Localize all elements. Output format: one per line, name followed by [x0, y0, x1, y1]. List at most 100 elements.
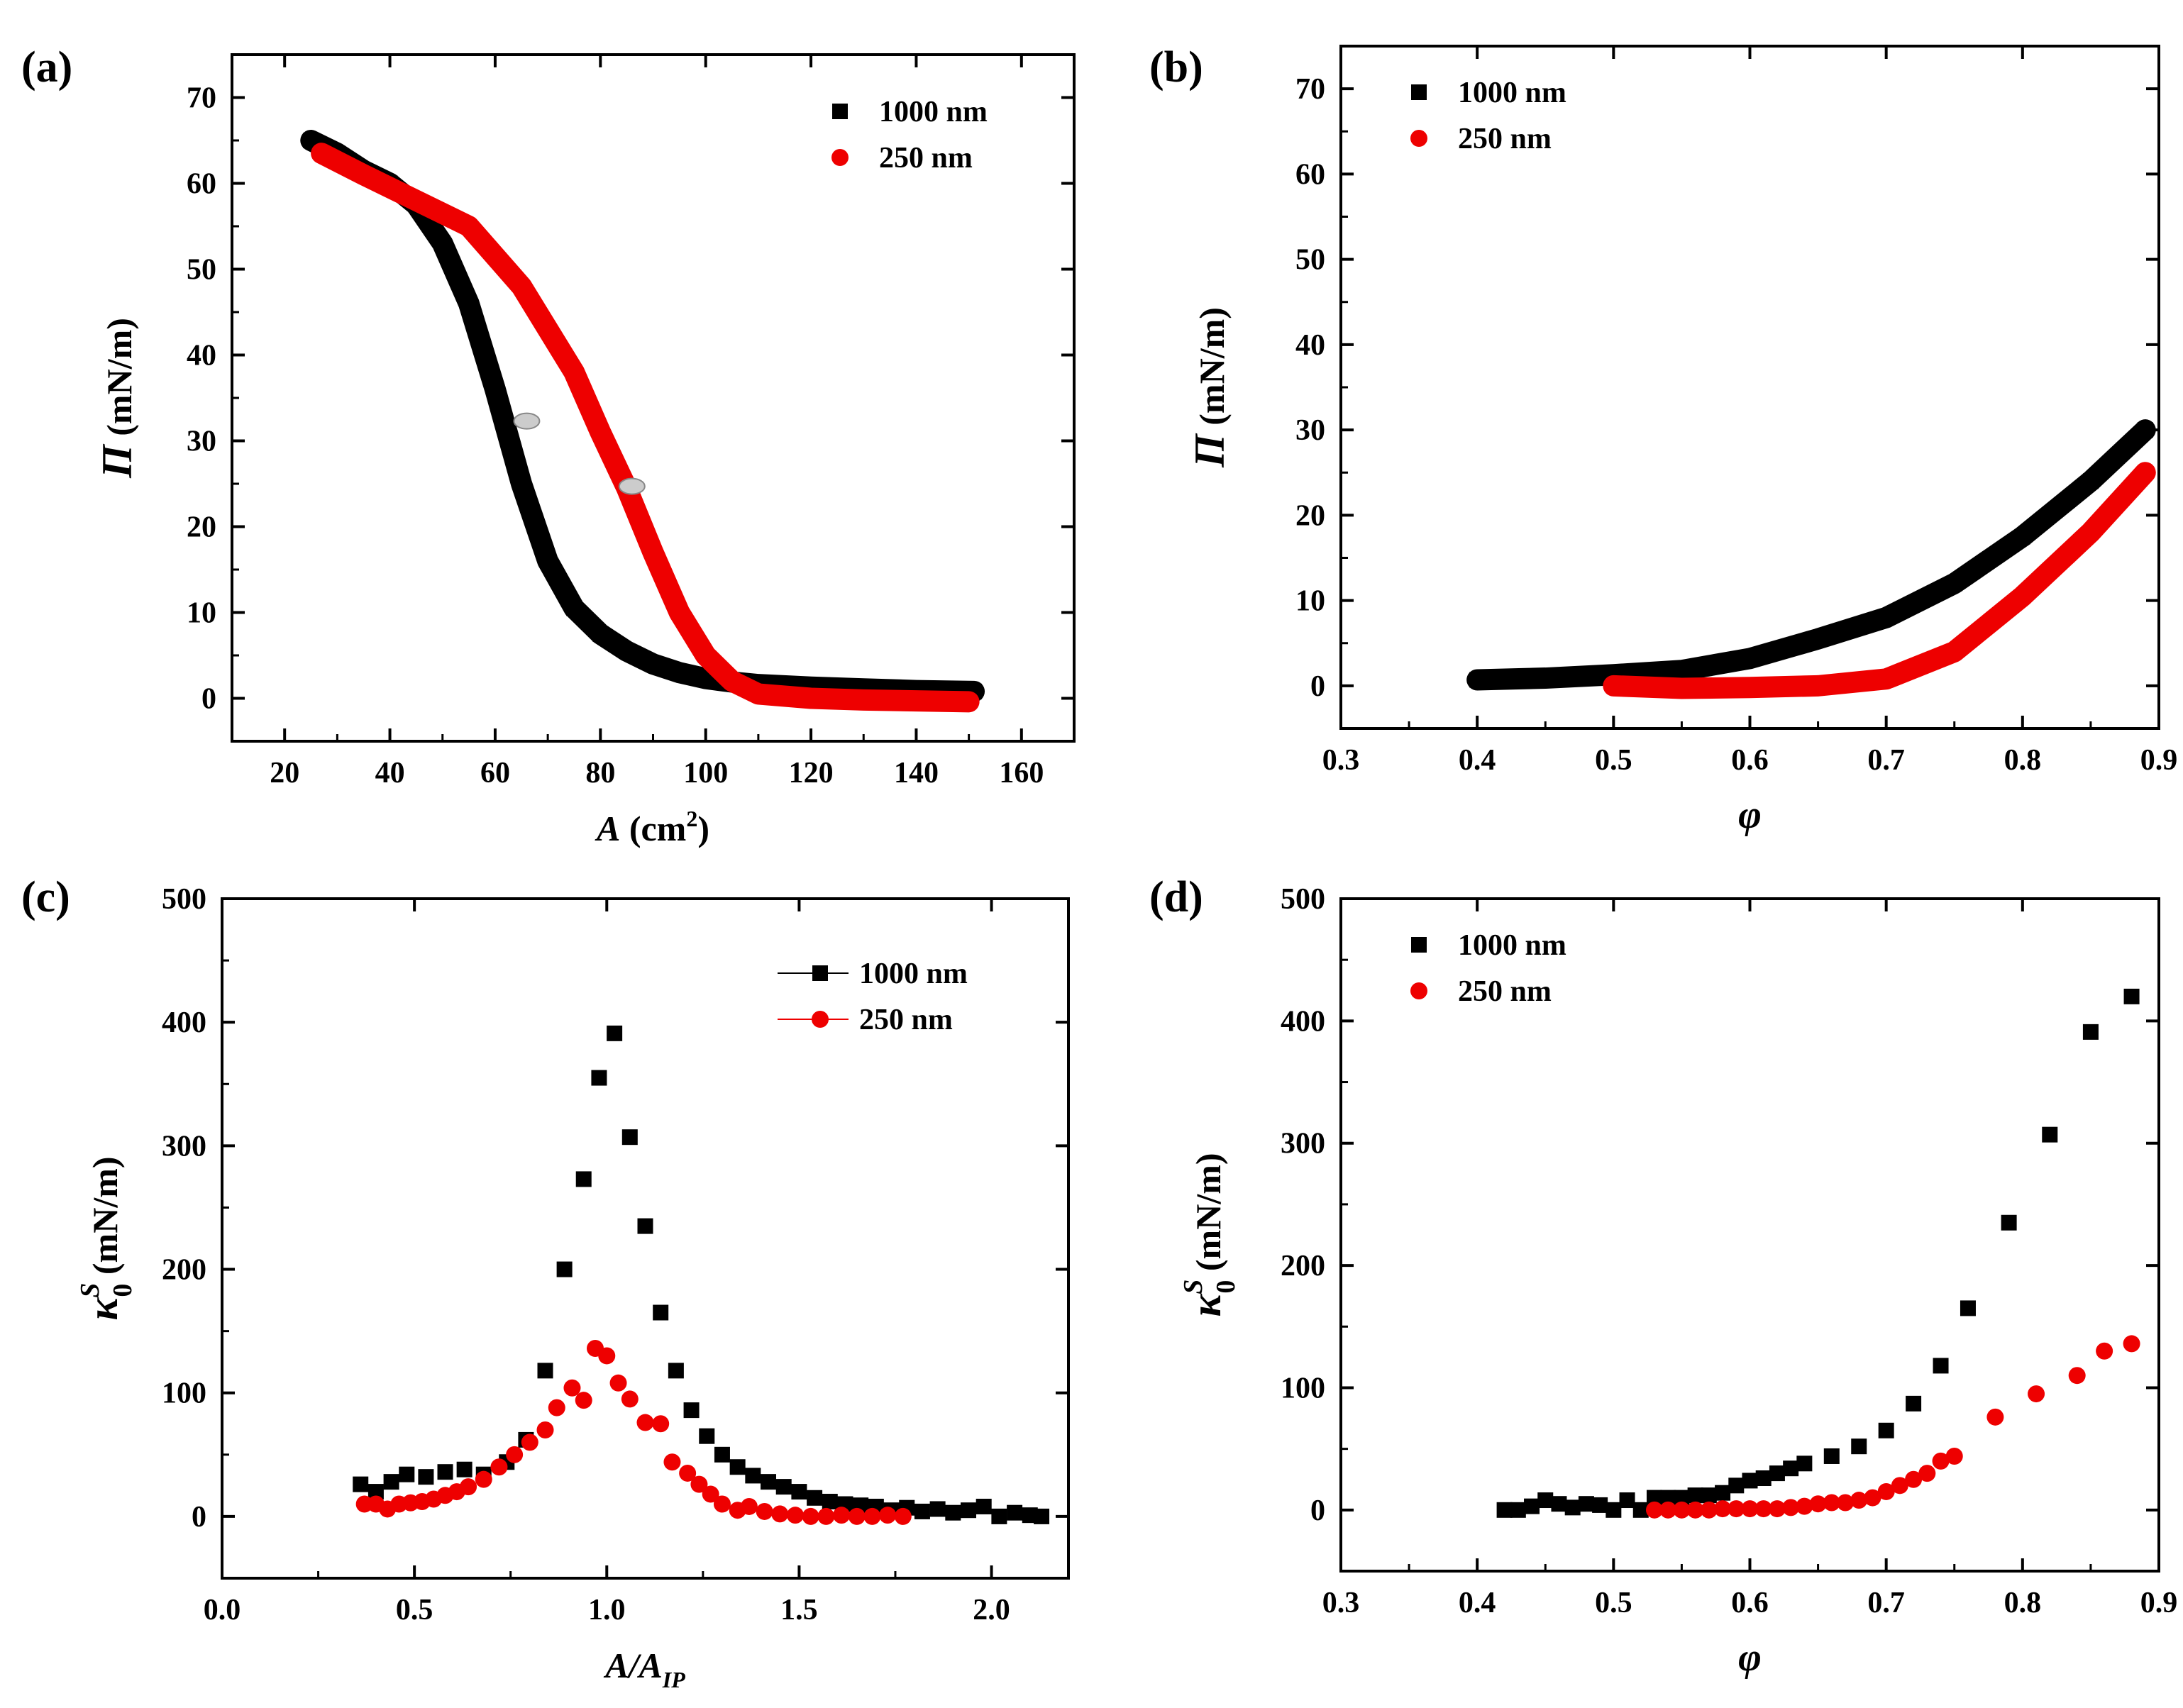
- legend-label: 250 nm: [1458, 123, 1552, 155]
- inflection-marker: [618, 477, 646, 495]
- data-point: [1742, 650, 1758, 667]
- series-250-nm: [311, 143, 980, 713]
- y-tick-label: 20: [187, 511, 216, 544]
- x-tick-label: 1.0: [588, 1594, 626, 1626]
- data-point: [563, 1379, 581, 1397]
- y-tick-label: 0: [1310, 670, 1325, 703]
- data-point: [540, 553, 556, 569]
- legend-marker: [812, 965, 828, 981]
- data-point: [1646, 1490, 1662, 1506]
- data-point: [2082, 524, 2099, 540]
- data-layer: [1496, 988, 2140, 1519]
- x-tick-label: 0.0: [204, 1594, 241, 1626]
- data-point: [879, 1507, 897, 1524]
- data-point: [408, 192, 424, 209]
- data-point: [1674, 662, 1690, 679]
- data-point: [1524, 1498, 1540, 1514]
- data-point: [945, 1504, 961, 1521]
- legend-label: 250 nm: [879, 142, 973, 174]
- data-point: [399, 1466, 415, 1482]
- inflection-marker: [513, 412, 541, 430]
- data-point: [1741, 1500, 1759, 1518]
- data-point: [537, 1363, 553, 1379]
- x-tick-label: 120: [789, 757, 834, 789]
- data-point: [490, 1458, 508, 1476]
- x-tick-label: 0.3: [1322, 1587, 1360, 1619]
- data-point: [607, 1025, 623, 1041]
- legend-marker: [1411, 937, 1427, 953]
- x-tick-label: 0.6: [1731, 1587, 1769, 1619]
- x-tick-label: 0.7: [1867, 744, 1905, 777]
- data-point: [460, 295, 477, 311]
- data-point: [1742, 680, 1758, 696]
- data-layer: [1466, 419, 2156, 699]
- data-point: [1768, 1500, 1786, 1518]
- data-point: [434, 235, 451, 252]
- data-point: [671, 604, 687, 621]
- data-point: [894, 1507, 912, 1525]
- data-point: [2137, 422, 2153, 438]
- data-point: [1878, 671, 1894, 687]
- data-point: [750, 686, 766, 702]
- data-point: [786, 1507, 804, 1524]
- data-point: [724, 673, 740, 689]
- y-tick-label: 50: [1295, 244, 1325, 277]
- data-point: [1755, 1470, 1772, 1487]
- data-point: [713, 1495, 731, 1513]
- panel-label: (c): [21, 873, 70, 921]
- panel-c: (c) 0.0 0.5 1.0 1.5 2.0 0 100 200 300 400 500 A/AIP κ…: [21, 873, 1070, 1692]
- data-point: [714, 1446, 730, 1463]
- data-point: [817, 1507, 835, 1525]
- legend-marker: [1410, 130, 1427, 147]
- data-point: [514, 476, 530, 492]
- data-point: [1877, 1482, 1895, 1500]
- data-point: [1728, 1500, 1745, 1518]
- x-tick-label: 160: [999, 757, 1044, 789]
- x-tick-label: 0.9: [2140, 744, 2178, 777]
- data-point: [521, 1434, 538, 1451]
- data-point: [2082, 1024, 2099, 1040]
- data-point: [1701, 1487, 1717, 1504]
- data-point: [2123, 1335, 2140, 1353]
- x-axis-title: φ: [1738, 1636, 1762, 1680]
- data-point: [2014, 528, 2030, 545]
- y-tick-label: 60: [1295, 158, 1325, 191]
- data-point: [1645, 1501, 1663, 1519]
- x-axis-title: A/AIP: [603, 1646, 685, 1692]
- legend-label: 250 nm: [1458, 975, 1552, 1008]
- data-point: [1754, 1500, 1772, 1518]
- data-point: [1986, 1408, 2004, 1426]
- data-point: [460, 1478, 477, 1496]
- data-point: [1715, 1485, 1731, 1501]
- data-point: [536, 1421, 554, 1438]
- data-point: [1933, 1358, 1949, 1374]
- plot-frame: [221, 897, 1070, 1580]
- data-point: [1700, 1501, 1718, 1519]
- x-tick-label: 100: [683, 757, 728, 789]
- data-point: [683, 1402, 700, 1419]
- x-tick-label: 80: [585, 757, 615, 789]
- data-point: [1837, 1494, 1855, 1512]
- legend-label: 1000 nm: [859, 958, 968, 990]
- data-point: [1469, 672, 1486, 688]
- legend-label: 1000 nm: [1458, 929, 1566, 962]
- y-tick-label: 60: [187, 168, 216, 201]
- legend-marker: [812, 1011, 829, 1028]
- y-tick-label: 100: [162, 1377, 206, 1410]
- data-point: [699, 1428, 715, 1444]
- data-point: [2001, 1214, 2017, 1231]
- data-point: [1578, 1496, 1594, 1512]
- series-250-nm: [1645, 1335, 2140, 1519]
- data-point: [848, 1507, 866, 1525]
- data-point: [697, 648, 714, 663]
- data-point: [775, 1479, 792, 1495]
- legend-entry: 1000 nm: [778, 958, 968, 990]
- y-tick-label: 30: [1295, 414, 1325, 447]
- data-point: [575, 1171, 592, 1187]
- x-tick-label: 60: [480, 757, 510, 789]
- data-point: [1878, 609, 1894, 626]
- y-tick-label: 200: [162, 1254, 206, 1287]
- data-point: [745, 1468, 761, 1484]
- data-point: [756, 1502, 773, 1520]
- data-point: [802, 1507, 819, 1525]
